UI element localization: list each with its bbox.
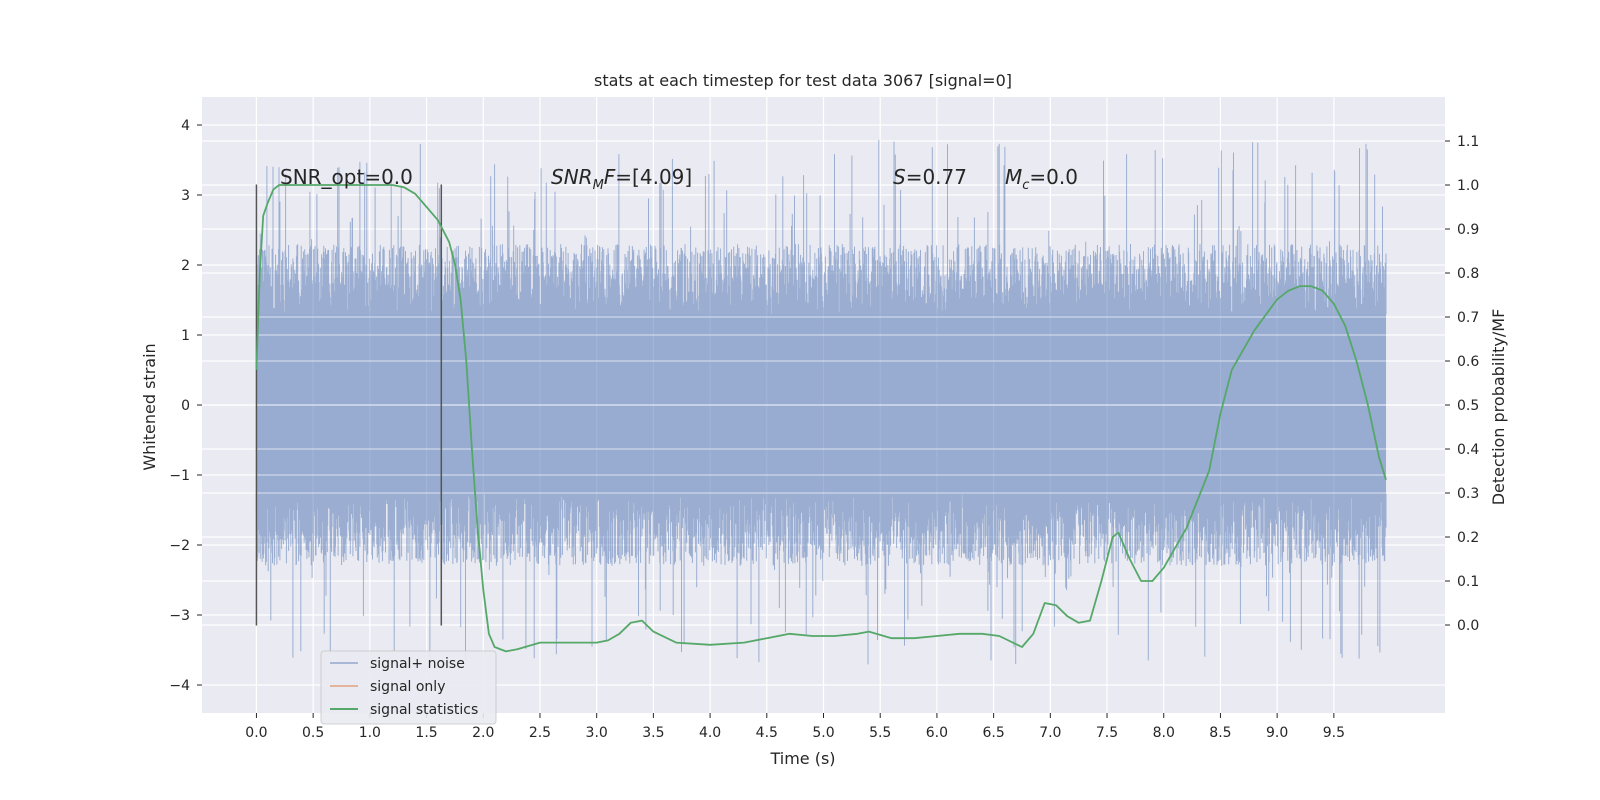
legend-box — [320, 650, 497, 725]
y-axis-right-label: Detection probability/MF — [1489, 309, 1508, 506]
y-left-tick-label: 0 — [181, 398, 190, 414]
y-right-tick-label: 0.9 — [1457, 222, 1479, 238]
y-right-tick-label: 0.3 — [1457, 486, 1479, 502]
signal-noise-series — [255, 139, 1387, 665]
y-right-tick-label: 0.2 — [1457, 530, 1479, 546]
x-tick-label: 2.5 — [529, 725, 551, 741]
x-tick-label: 3.0 — [586, 725, 608, 741]
legend-label-signal-statistics: signal statistics — [370, 702, 478, 718]
x-tick-label: 7.5 — [1096, 725, 1118, 741]
annotations: SNR_opt=0.0 SNRMF=[4.09] S=0.77 Mc=0.0 — [280, 165, 1078, 193]
x-tick-label: 1.0 — [359, 725, 381, 741]
y-left-tick-label: 4 — [181, 118, 190, 134]
vertical-markers — [255, 184, 443, 626]
legend-label-signal-noise: signal+ noise — [370, 656, 465, 672]
x-tick-label: 4.0 — [699, 725, 721, 741]
x-tick-label: 9.5 — [1323, 725, 1345, 741]
y-left-tick-label: 2 — [181, 258, 190, 274]
y-right-tick-label: 0.6 — [1457, 354, 1479, 370]
y-left-tick-label: −2 — [169, 538, 190, 554]
x-tick-label: 0.0 — [245, 725, 267, 741]
y-right-tick-label: 0.5 — [1457, 398, 1479, 414]
x-axis-ticks: 0.0 0.5 1.0 1.5 2.0 2.5 3.0 3.5 4.0 4.5 5.0 5.5 6.0 6… — [245, 713, 1345, 741]
chart-title: stats at each timestep for test data 306… — [594, 71, 1012, 90]
y-left-tick-label: −4 — [169, 678, 190, 694]
noise-core-band — [256, 314, 1387, 494]
y-right-tick-label: 1.1 — [1457, 134, 1479, 150]
x-tick-label: 2.0 — [472, 725, 494, 741]
y-right-tick-label: 0.8 — [1457, 266, 1479, 282]
x-tick-label: 4.5 — [756, 725, 778, 741]
y-axis-left-ticks: 4 3 2 1 0 −1 −2 −3 −4 — [169, 118, 202, 694]
x-tick-label: 6.0 — [926, 725, 948, 741]
x-tick-label: 1.5 — [415, 725, 437, 741]
x-tick-label: 8.5 — [1209, 725, 1231, 741]
x-tick-label: 9.0 — [1266, 725, 1288, 741]
x-axis-label: Time (s) — [769, 749, 835, 768]
y-axis-left-label: Whitened strain — [140, 343, 159, 470]
annotation-snr-mf: SNRMF=[4.09] — [551, 165, 692, 193]
x-tick-label: 0.5 — [302, 725, 324, 741]
y-right-tick-label: 1.0 — [1457, 178, 1479, 194]
x-tick-label: 6.5 — [982, 725, 1004, 741]
y-right-tick-label: 0.7 — [1457, 310, 1479, 326]
signal-statistics-series — [255, 184, 1387, 653]
x-tick-label: 7.0 — [1039, 725, 1061, 741]
y-right-tick-label: 0.0 — [1457, 618, 1479, 634]
y-left-tick-label: −1 — [169, 468, 190, 484]
y-right-tick-label: 0.1 — [1457, 574, 1479, 590]
y-left-tick-label: 1 — [181, 328, 190, 344]
annotation-s: S=0.77 — [893, 165, 967, 189]
y-axis-right-ticks: 1.1 1.0 0.9 0.8 0.7 0.6 0.5 0.4 0.3 0.2 0.1 0.0 — [1445, 134, 1479, 634]
x-tick-label: 5.0 — [812, 725, 834, 741]
x-tick-label: 3.5 — [642, 725, 664, 741]
x-tick-label: 8.0 — [1153, 725, 1175, 741]
annotation-snr-opt: SNR_opt=0.0 — [280, 165, 413, 189]
signal-statistics-line — [255, 184, 1387, 653]
y-left-tick-label: 3 — [181, 188, 190, 204]
legend: signal+ noise signal only signal statist… — [320, 650, 497, 725]
legend-label-signal-only: signal only — [370, 679, 445, 695]
y-right-tick-label: 0.4 — [1457, 442, 1479, 458]
y-left-tick-label: −3 — [169, 608, 190, 624]
x-tick-label: 5.5 — [869, 725, 891, 741]
annotation-mc: Mc=0.0 — [1005, 165, 1078, 193]
